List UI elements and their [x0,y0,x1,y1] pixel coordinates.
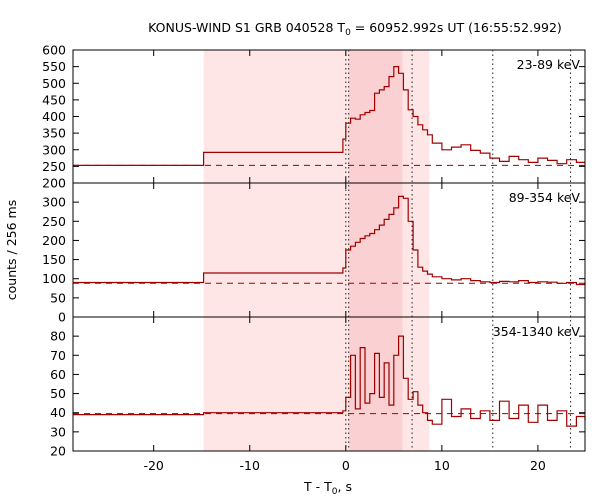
y-tick-label: 80 [50,329,66,344]
y-tick-label: 60 [50,367,66,382]
light-curve-series [73,66,585,166]
y-tick-label: 40 [50,405,66,420]
shaded-interval-medium [348,50,403,451]
x-tick-label: 20 [530,458,546,473]
light-curve-series [73,335,586,427]
x-tick-label: 10 [434,458,450,473]
y-tick-label: 250 [42,214,66,229]
y-axis-title: counts / 256 ms [4,200,19,300]
energy-band-label: 354-1340 keV [493,324,581,339]
y-tick-label: 0 [58,310,66,325]
y-tick-label: 350 [42,126,66,141]
energy-band-label: 23-89 keV [517,57,581,72]
y-tick-label: 200 [42,176,66,191]
y-tick-label: 150 [42,252,66,267]
y-tick-label: 400 [42,109,66,124]
light-curve-series [73,195,586,286]
y-tick-label: 300 [42,195,66,210]
x-tick-label: -20 [143,458,163,473]
panel-frame [72,316,586,452]
chart-title: KONUS-WIND S1 GRB 040528 T0 = 60952.992s… [148,20,562,38]
y-tick-label: 450 [42,92,66,107]
energy-band-label: 89-354 keV [509,190,581,205]
y-tick-label: 70 [50,348,66,363]
y-tick-label: 500 [42,76,66,91]
x-tick-label: 0 [342,458,350,473]
x-tick-label: -10 [240,458,260,473]
y-tick-label: 550 [42,59,66,74]
y-tick-label: 50 [50,290,66,305]
y-tick-label: 200 [42,233,66,248]
y-tick-label: 30 [50,424,66,439]
y-tick-label: 20 [50,444,66,459]
y-tick-label: 600 [42,43,66,58]
y-tick-label: 100 [42,271,66,286]
y-tick-label: 300 [42,142,66,157]
x-axis-title: T - T0, s [303,479,352,497]
y-tick-label: 250 [42,159,66,174]
y-tick-label: 50 [50,386,66,401]
